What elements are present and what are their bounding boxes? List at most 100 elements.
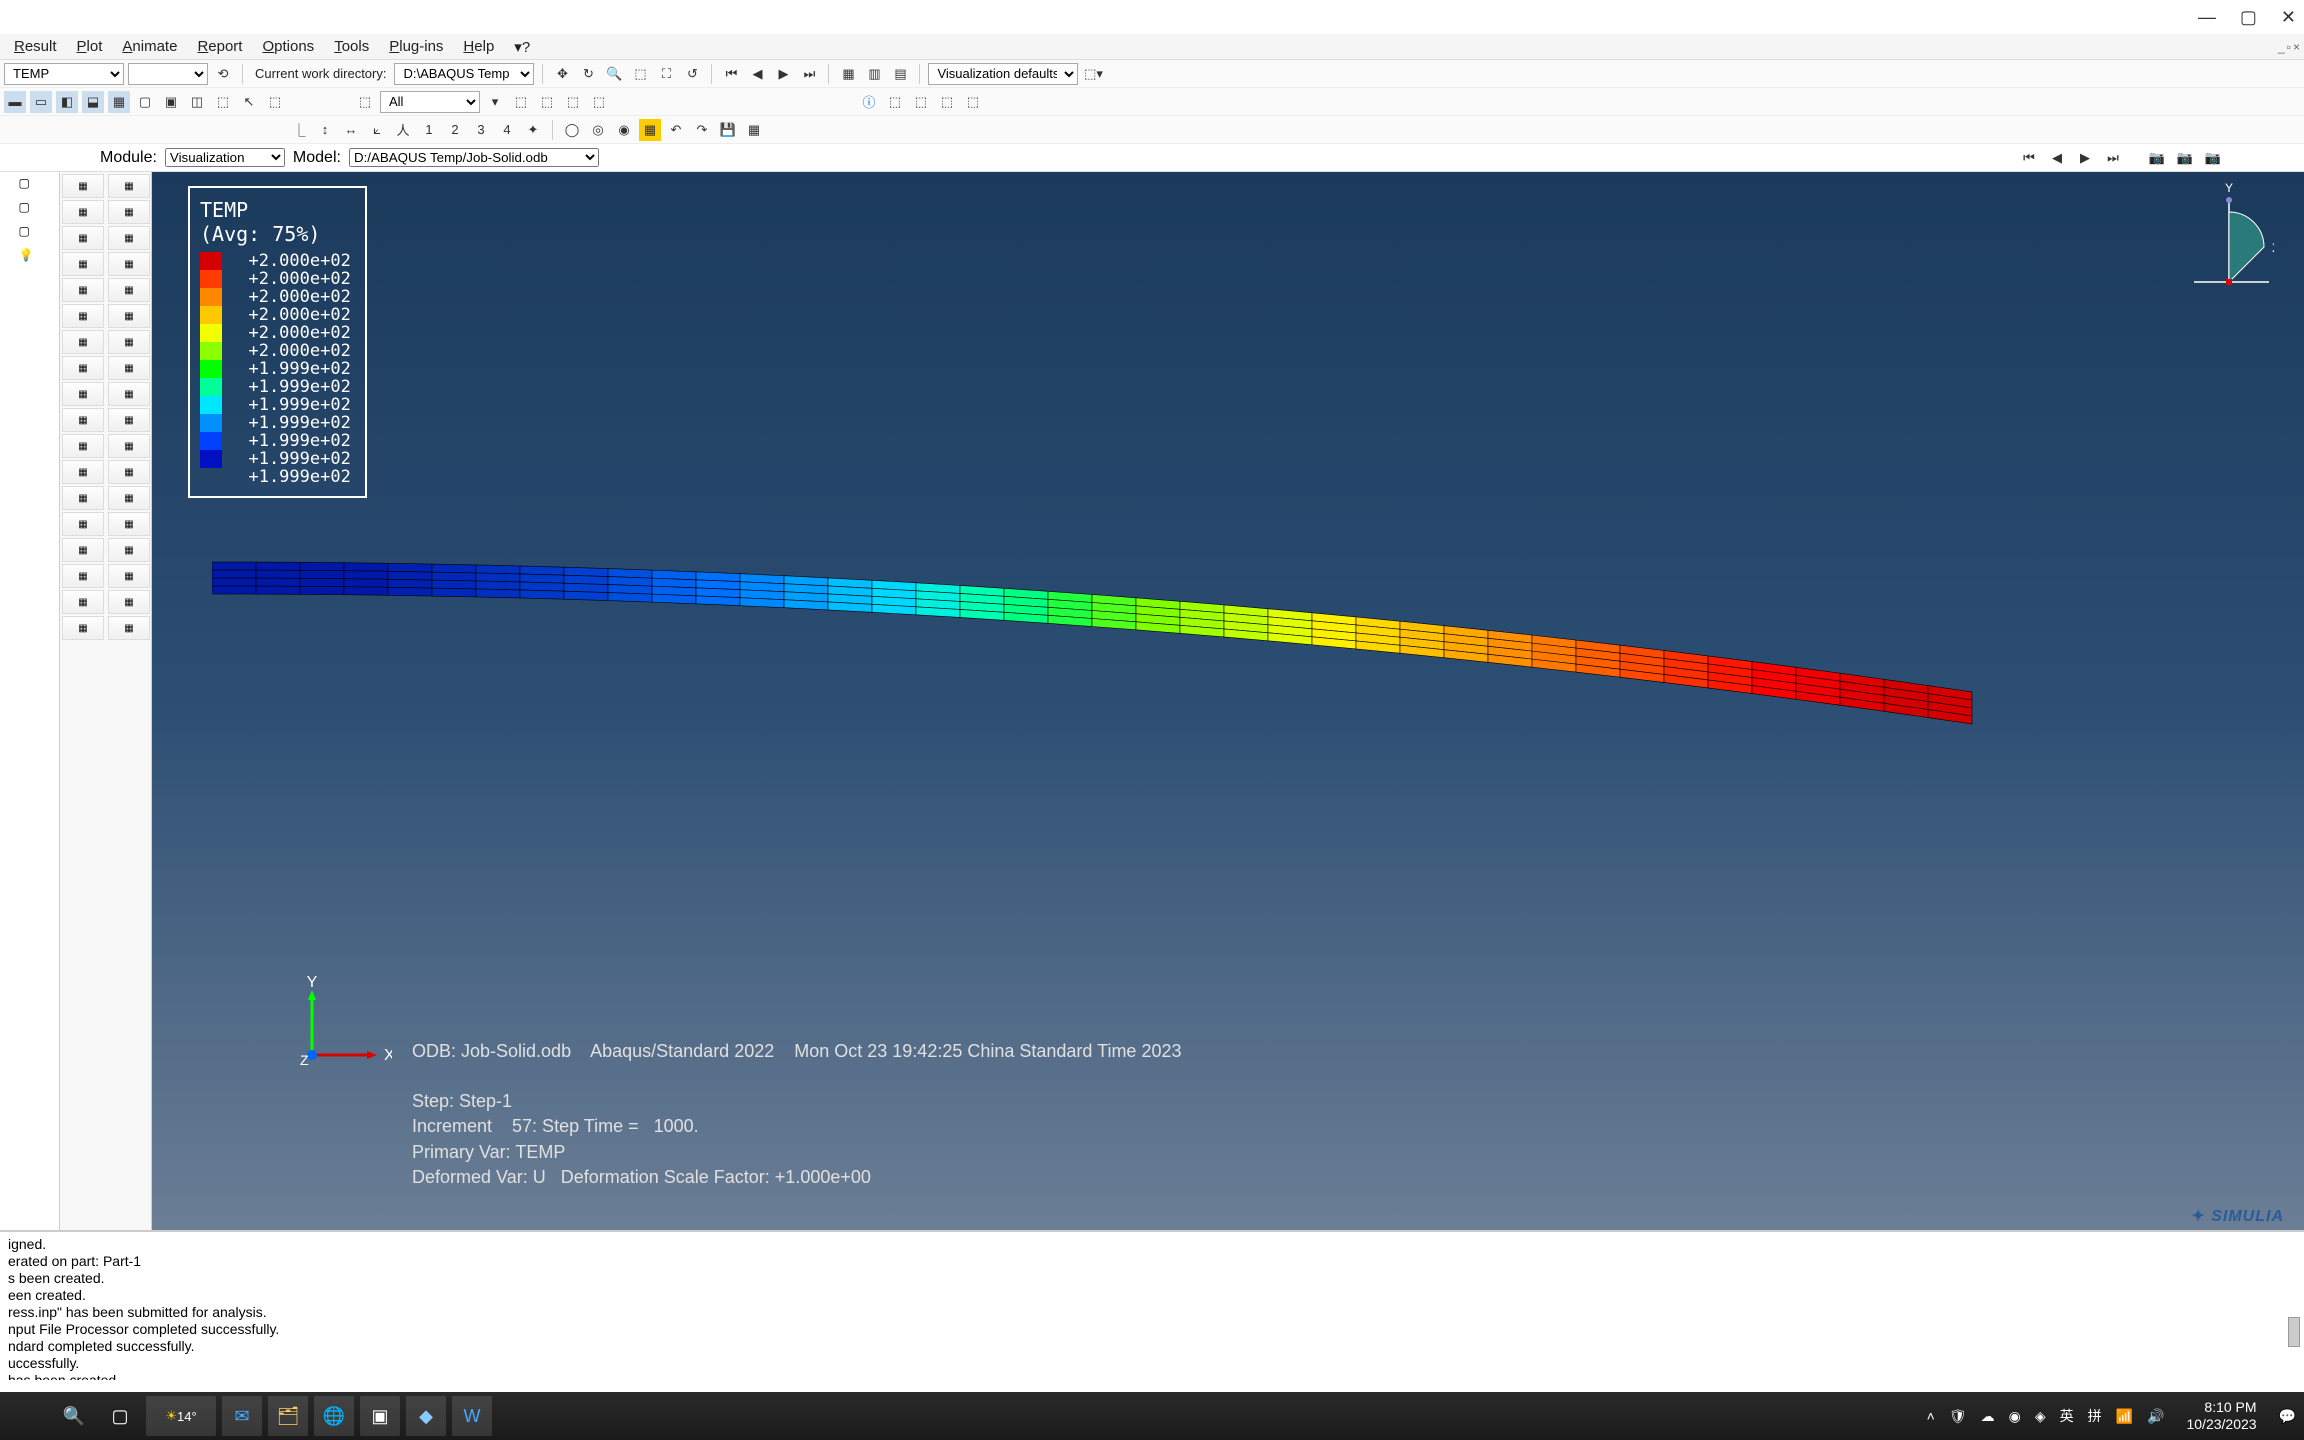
render-icon[interactable]: ⬚▾ — [1082, 63, 1104, 85]
minimize-button[interactable]: — — [2198, 7, 2216, 28]
tool-2-11[interactable]: ▦ — [108, 460, 150, 484]
sel5-icon[interactable]: ⬚ — [588, 91, 610, 113]
chrome-icon[interactable]: 🌐 — [314, 1396, 354, 1436]
tray-clock[interactable]: 8:10 PM 10/23/2023 — [2178, 1399, 2264, 1433]
query-icon[interactable]: ⟲ — [212, 63, 234, 85]
num4-icon[interactable]: 4 — [496, 119, 518, 141]
tool-1-6[interactable]: ▦ — [62, 330, 104, 354]
rotate2-icon[interactable]: ↺ — [681, 63, 703, 85]
menu-result[interactable]: Result — [4, 36, 67, 57]
close-button[interactable]: ✕ — [2281, 7, 2296, 28]
c2-icon[interactable]: ◎ — [587, 119, 609, 141]
child-restore[interactable]: ▫ — [2287, 40, 2291, 54]
pick-icon[interactable]: ↖ — [238, 91, 260, 113]
cube4-icon[interactable]: ⬚ — [962, 91, 984, 113]
v2-icon[interactable]: ↕ — [314, 119, 336, 141]
cube3-icon[interactable]: ⬚ — [936, 91, 958, 113]
module-select[interactable]: Visualization — [165, 148, 285, 167]
tool-2-2[interactable]: ▦ — [108, 226, 150, 250]
menu-report[interactable]: Report — [187, 36, 252, 57]
snap2-icon[interactable]: 📷 — [2174, 147, 2196, 169]
view2-icon[interactable]: ▥ — [863, 63, 885, 85]
zoom-box-icon[interactable]: ⬚ — [629, 63, 651, 85]
frame-prev-icon[interactable]: ◀ — [746, 63, 768, 85]
frame-first-icon[interactable]: ⏮ — [720, 63, 742, 85]
tool-2-5[interactable]: ▦ — [108, 304, 150, 328]
save-icon[interactable]: 💾 — [717, 119, 739, 141]
maximize-button[interactable]: ▢ — [2240, 7, 2257, 28]
tool-1-9[interactable]: ▦ — [62, 408, 104, 432]
vp2-icon[interactable]: ▭ — [30, 91, 52, 113]
tool-2-0[interactable]: ▦ — [108, 174, 150, 198]
num2-icon[interactable]: 2 — [444, 119, 466, 141]
num3-icon[interactable]: 3 — [470, 119, 492, 141]
tool-2-6[interactable]: ▦ — [108, 330, 150, 354]
primary-field-select[interactable]: TEMP — [4, 63, 124, 85]
cube1-icon[interactable]: ⬚ — [884, 91, 906, 113]
explorer-icon[interactable]: 🗂 — [268, 1396, 308, 1436]
search-button[interactable]: 🔍 — [54, 1396, 94, 1436]
tool-1-16[interactable]: ▦ — [62, 590, 104, 614]
view1-icon[interactable]: ▦ — [837, 63, 859, 85]
tray-app2-icon[interactable]: ◉ — [2009, 1408, 2021, 1425]
tray-app1-icon[interactable]: 🛡 — [1949, 1408, 1967, 1425]
tool-2-10[interactable]: ▦ — [108, 434, 150, 458]
zoom-icon[interactable]: 🔍 — [603, 63, 625, 85]
redo-icon[interactable]: ↷ — [691, 119, 713, 141]
v5-icon[interactable]: 人 — [392, 119, 414, 141]
vp3-icon[interactable]: ◧ — [56, 91, 78, 113]
tool-1-10[interactable]: ▦ — [62, 434, 104, 458]
tool-1-2[interactable]: ▦ — [62, 226, 104, 250]
vp8-icon[interactable]: ◫ — [186, 91, 208, 113]
tool-2-1[interactable]: ▦ — [108, 200, 150, 224]
weather-widget[interactable]: ☀14° — [146, 1396, 216, 1436]
si3[interactable]: ▢ — [19, 224, 41, 246]
message-area[interactable]: igned. erated on part: Part-1 s been cre… — [0, 1230, 2304, 1380]
tool-1-1[interactable]: ▦ — [62, 200, 104, 224]
tray-wifi-icon[interactable]: 📶 — [2116, 1408, 2133, 1425]
undo-icon[interactable]: ↶ — [665, 119, 687, 141]
frame-nav-prev[interactable]: ◀ — [2046, 147, 2068, 169]
vp4-icon[interactable]: ⬓ — [82, 91, 104, 113]
tool-2-4[interactable]: ▦ — [108, 278, 150, 302]
frame-last-icon[interactable]: ⏭ — [798, 63, 820, 85]
v4-icon[interactable]: ⟀ — [366, 119, 388, 141]
star-icon[interactable]: ✦ — [522, 119, 544, 141]
menu-plot[interactable]: Plot — [67, 36, 113, 57]
menu-options[interactable]: Options — [252, 36, 324, 57]
tool-1-11[interactable]: ▦ — [62, 460, 104, 484]
model-select[interactable]: D:/ABAQUS Temp/Job-Solid.odb — [349, 148, 599, 167]
menu-tools[interactable]: Tools — [324, 36, 379, 57]
si1[interactable]: ▢ — [19, 176, 41, 198]
si2[interactable]: ▢ — [19, 200, 41, 222]
outlook-icon[interactable]: ✉ — [222, 1396, 262, 1436]
sel3-icon[interactable]: ⬚ — [536, 91, 558, 113]
num1-icon[interactable]: 1 — [418, 119, 440, 141]
c3-icon[interactable]: ◉ — [613, 119, 635, 141]
terminal-icon[interactable]: ▣ — [360, 1396, 400, 1436]
vp6-icon[interactable]: ▢ — [134, 91, 156, 113]
c4-icon[interactable]: ▦ — [639, 119, 661, 141]
tool-1-13[interactable]: ▦ — [62, 512, 104, 536]
vp7-icon[interactable]: ▣ — [160, 91, 182, 113]
start-button[interactable] — [8, 1396, 48, 1436]
tool-1-15[interactable]: ▦ — [62, 564, 104, 588]
render-style-select[interactable]: Visualization defaults — [928, 63, 1078, 85]
tray-onedrive-icon[interactable]: ☁ — [1981, 1408, 1995, 1425]
primary-subfield-select[interactable] — [128, 63, 208, 85]
msg-scrollbar[interactable] — [2288, 1317, 2300, 1347]
tool-1-7[interactable]: ▦ — [62, 356, 104, 380]
child-close[interactable]: × — [2293, 40, 2300, 54]
rotate-icon[interactable]: ↻ — [577, 63, 599, 85]
tool-1-8[interactable]: ▦ — [62, 382, 104, 406]
sel2-icon[interactable]: ⬚ — [510, 91, 532, 113]
vp1-icon[interactable]: ▬ — [4, 91, 26, 113]
cube2-icon[interactable]: ⬚ — [910, 91, 932, 113]
select-mode[interactable]: All — [380, 91, 480, 113]
tool-1-0[interactable]: ▦ — [62, 174, 104, 198]
tray-ime1[interactable]: 英 — [2060, 1406, 2074, 1426]
s2-icon[interactable]: ▦ — [743, 119, 765, 141]
v3-icon[interactable]: ↔ — [340, 119, 362, 141]
tool-1-17[interactable]: ▦ — [62, 616, 104, 640]
help-search-icon[interactable]: ▾? — [504, 36, 540, 58]
